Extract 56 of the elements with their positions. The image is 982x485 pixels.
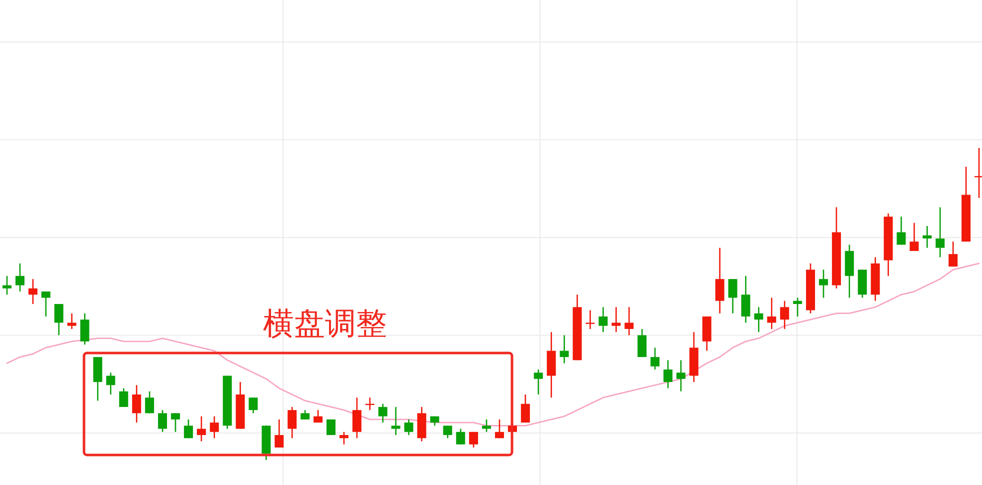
candlestick: [767, 297, 776, 330]
candlestick: [715, 247, 724, 314]
candlestick: [132, 384, 142, 424]
candlestick: [210, 416, 219, 439]
annotation: 横盘调整: [263, 306, 387, 342]
candlestick: [728, 278, 738, 314]
candlestick: [612, 306, 621, 333]
candlestick: [106, 372, 116, 396]
candlestick: [300, 409, 310, 420]
candlestick: [456, 428, 466, 446]
candlestick: [404, 418, 414, 436]
candlestick: [560, 334, 569, 364]
candlestick: [494, 418, 504, 439]
candlestick: [67, 312, 76, 330]
candlestick: [378, 403, 388, 424]
candlestick: [274, 418, 284, 448]
candlestick: [170, 412, 180, 433]
candlestick: [288, 406, 297, 439]
candlestick: [534, 368, 543, 396]
candlestick: [638, 328, 647, 358]
candlestick: [676, 360, 686, 392]
candlestick: [520, 394, 530, 424]
candlestick: [54, 303, 64, 336]
candlestick: [910, 222, 919, 252]
candlestick: [339, 431, 348, 446]
candlestick: [469, 431, 478, 448]
candlestick: [391, 406, 400, 436]
candlestick: [922, 225, 932, 248]
candlestick: [754, 306, 764, 333]
candlestick: [741, 275, 750, 324]
candlestick: [586, 310, 595, 330]
candlestick: [598, 306, 608, 333]
candlestick: [28, 278, 38, 305]
candlestick: [650, 347, 660, 370]
candlestick: [443, 425, 452, 439]
candlestick: [248, 396, 258, 414]
candlestick: [896, 216, 906, 246]
candlestick: [352, 396, 362, 439]
candlestick: [663, 360, 672, 389]
candlestick: [482, 418, 492, 433]
candlestick: [119, 388, 128, 408]
candlestick: [314, 409, 323, 424]
candlestick: [948, 240, 958, 268]
candlestick: [145, 390, 154, 414]
candlestick: [936, 206, 945, 258]
candlestick: [158, 409, 168, 433]
candlestick: [196, 416, 206, 442]
candlestick: [80, 312, 90, 346]
candlestick: [184, 418, 193, 439]
candlestick: [624, 306, 634, 336]
candlestick: [780, 300, 790, 330]
candlestick: [15, 262, 24, 292]
candlestick: [2, 275, 12, 296]
candlestick: [41, 290, 50, 318]
candlestick: [818, 269, 828, 298]
candlestick: [793, 297, 802, 318]
